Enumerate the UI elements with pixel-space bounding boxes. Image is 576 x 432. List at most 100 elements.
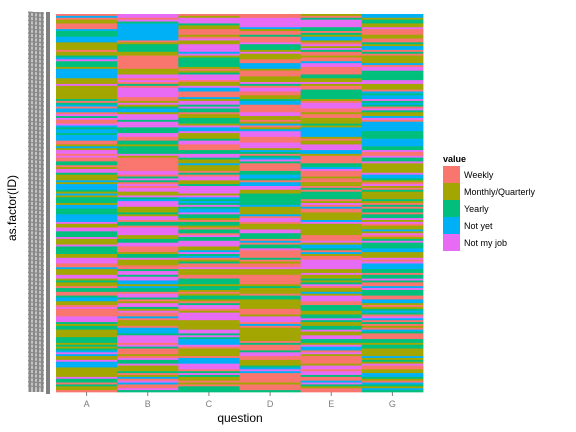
heatmap-cell bbox=[300, 274, 363, 278]
heatmap-cell bbox=[361, 295, 424, 298]
heatmap-cell bbox=[300, 284, 363, 287]
heatmap-cell bbox=[56, 390, 118, 393]
heatmap-cell bbox=[300, 93, 363, 96]
overplotted-id-labels bbox=[27, 200, 45, 204]
heatmap-cell bbox=[56, 106, 118, 109]
heatmap-cell bbox=[117, 297, 179, 300]
heatmap-cell bbox=[239, 142, 302, 145]
heatmap-cell bbox=[56, 127, 118, 130]
heatmap-cell bbox=[178, 288, 240, 291]
heatmap-cell bbox=[361, 134, 424, 138]
heatmap-cell bbox=[56, 21, 118, 24]
heatmap-cell bbox=[178, 127, 240, 130]
y-axis-title: as.factor(ID) bbox=[5, 175, 19, 241]
heatmap-cell bbox=[117, 116, 179, 119]
heatmap-cell bbox=[56, 318, 118, 321]
heatmap-cell bbox=[117, 42, 179, 45]
heatmap-cell bbox=[239, 197, 302, 200]
heatmap-cell bbox=[361, 187, 424, 191]
heatmap-cell bbox=[239, 38, 302, 41]
heatmap-cell bbox=[239, 70, 302, 73]
heatmap-cell bbox=[178, 68, 240, 72]
heatmap-cell bbox=[56, 235, 118, 238]
heatmap-cell bbox=[56, 104, 118, 107]
heatmap-cell bbox=[56, 263, 118, 266]
legend-title: value bbox=[443, 154, 466, 164]
heatmap-cell bbox=[361, 218, 424, 221]
heatmap-cell bbox=[239, 100, 302, 104]
overplotted-id-labels bbox=[27, 24, 45, 27]
heatmap-cell bbox=[56, 354, 118, 357]
heatmap-cell bbox=[361, 136, 424, 140]
heatmap-cell bbox=[178, 157, 240, 160]
overplotted-id-labels bbox=[27, 322, 45, 325]
heatmap-cell bbox=[56, 23, 118, 26]
heatmap-cell bbox=[178, 367, 240, 370]
heatmap-cell bbox=[117, 250, 179, 253]
heatmap-cell bbox=[56, 25, 118, 28]
heatmap-cell bbox=[117, 303, 179, 306]
heatmap-cell bbox=[300, 176, 363, 179]
heatmap-cell bbox=[178, 66, 240, 70]
heatmap-cell bbox=[300, 142, 363, 145]
heatmap-cell bbox=[239, 150, 302, 153]
heatmap-cell bbox=[117, 106, 179, 109]
heatmap-cell bbox=[56, 36, 118, 39]
heatmap-cell bbox=[239, 42, 302, 45]
heatmap-cell bbox=[178, 203, 240, 206]
heatmap-cell bbox=[178, 102, 240, 106]
heatmap-cell bbox=[361, 155, 424, 158]
heatmap-cell bbox=[178, 27, 240, 30]
overplotted-id-labels bbox=[27, 145, 45, 149]
heatmap-cell bbox=[239, 23, 302, 26]
heatmap-cell bbox=[361, 244, 424, 247]
heatmap-cell bbox=[117, 85, 179, 89]
overplotted-id-labels bbox=[27, 280, 45, 283]
heatmap-cell bbox=[239, 117, 302, 121]
heatmap-cell bbox=[56, 286, 118, 289]
heatmap-cell bbox=[361, 29, 424, 32]
heatmap-cell bbox=[117, 344, 179, 347]
heatmap-cell bbox=[117, 48, 179, 51]
heatmap-cell bbox=[239, 133, 302, 136]
heatmap-cell bbox=[300, 119, 363, 123]
heatmap-cell bbox=[300, 70, 363, 73]
heatmap-cell bbox=[300, 335, 363, 338]
heatmap-cell bbox=[239, 99, 302, 102]
heatmap-cell bbox=[300, 129, 363, 132]
heatmap-cell bbox=[117, 342, 179, 346]
heatmap-cell bbox=[239, 34, 302, 38]
heatmap-cell bbox=[361, 331, 424, 334]
heatmap-cell bbox=[56, 184, 118, 187]
heatmap-cell bbox=[178, 61, 240, 64]
heatmap-cell bbox=[239, 83, 302, 87]
heatmap-cell bbox=[239, 310, 302, 313]
heatmap-cell bbox=[239, 269, 302, 272]
heatmap-cell bbox=[361, 104, 424, 107]
heatmap-cell bbox=[361, 237, 424, 240]
heatmap-cell bbox=[361, 51, 424, 55]
heatmap-cell bbox=[117, 361, 179, 364]
heatmap-cell bbox=[117, 65, 179, 68]
heatmap-cell bbox=[239, 340, 302, 344]
heatmap-cell bbox=[361, 119, 424, 123]
heatmap-cell bbox=[56, 278, 118, 281]
heatmap-cell bbox=[239, 238, 302, 242]
overplotted-id-labels bbox=[27, 217, 45, 220]
heatmap-cell bbox=[56, 214, 118, 217]
heatmap-cell bbox=[361, 106, 424, 109]
heatmap-cell bbox=[117, 350, 179, 353]
heatmap-cell bbox=[239, 131, 302, 134]
heatmap-cell bbox=[300, 244, 363, 247]
heatmap-cell bbox=[300, 121, 363, 124]
heatmap-cell bbox=[239, 265, 302, 268]
heatmap-cell bbox=[117, 357, 179, 361]
heatmap-cell bbox=[300, 178, 363, 181]
heatmap-cell bbox=[239, 346, 302, 349]
heatmap-cell bbox=[361, 233, 424, 236]
heatmap-cell bbox=[178, 136, 240, 140]
heatmap-cell bbox=[56, 95, 118, 98]
heatmap-cell bbox=[300, 289, 363, 293]
heatmap-cell bbox=[361, 288, 424, 291]
heatmap-cell bbox=[300, 342, 363, 346]
